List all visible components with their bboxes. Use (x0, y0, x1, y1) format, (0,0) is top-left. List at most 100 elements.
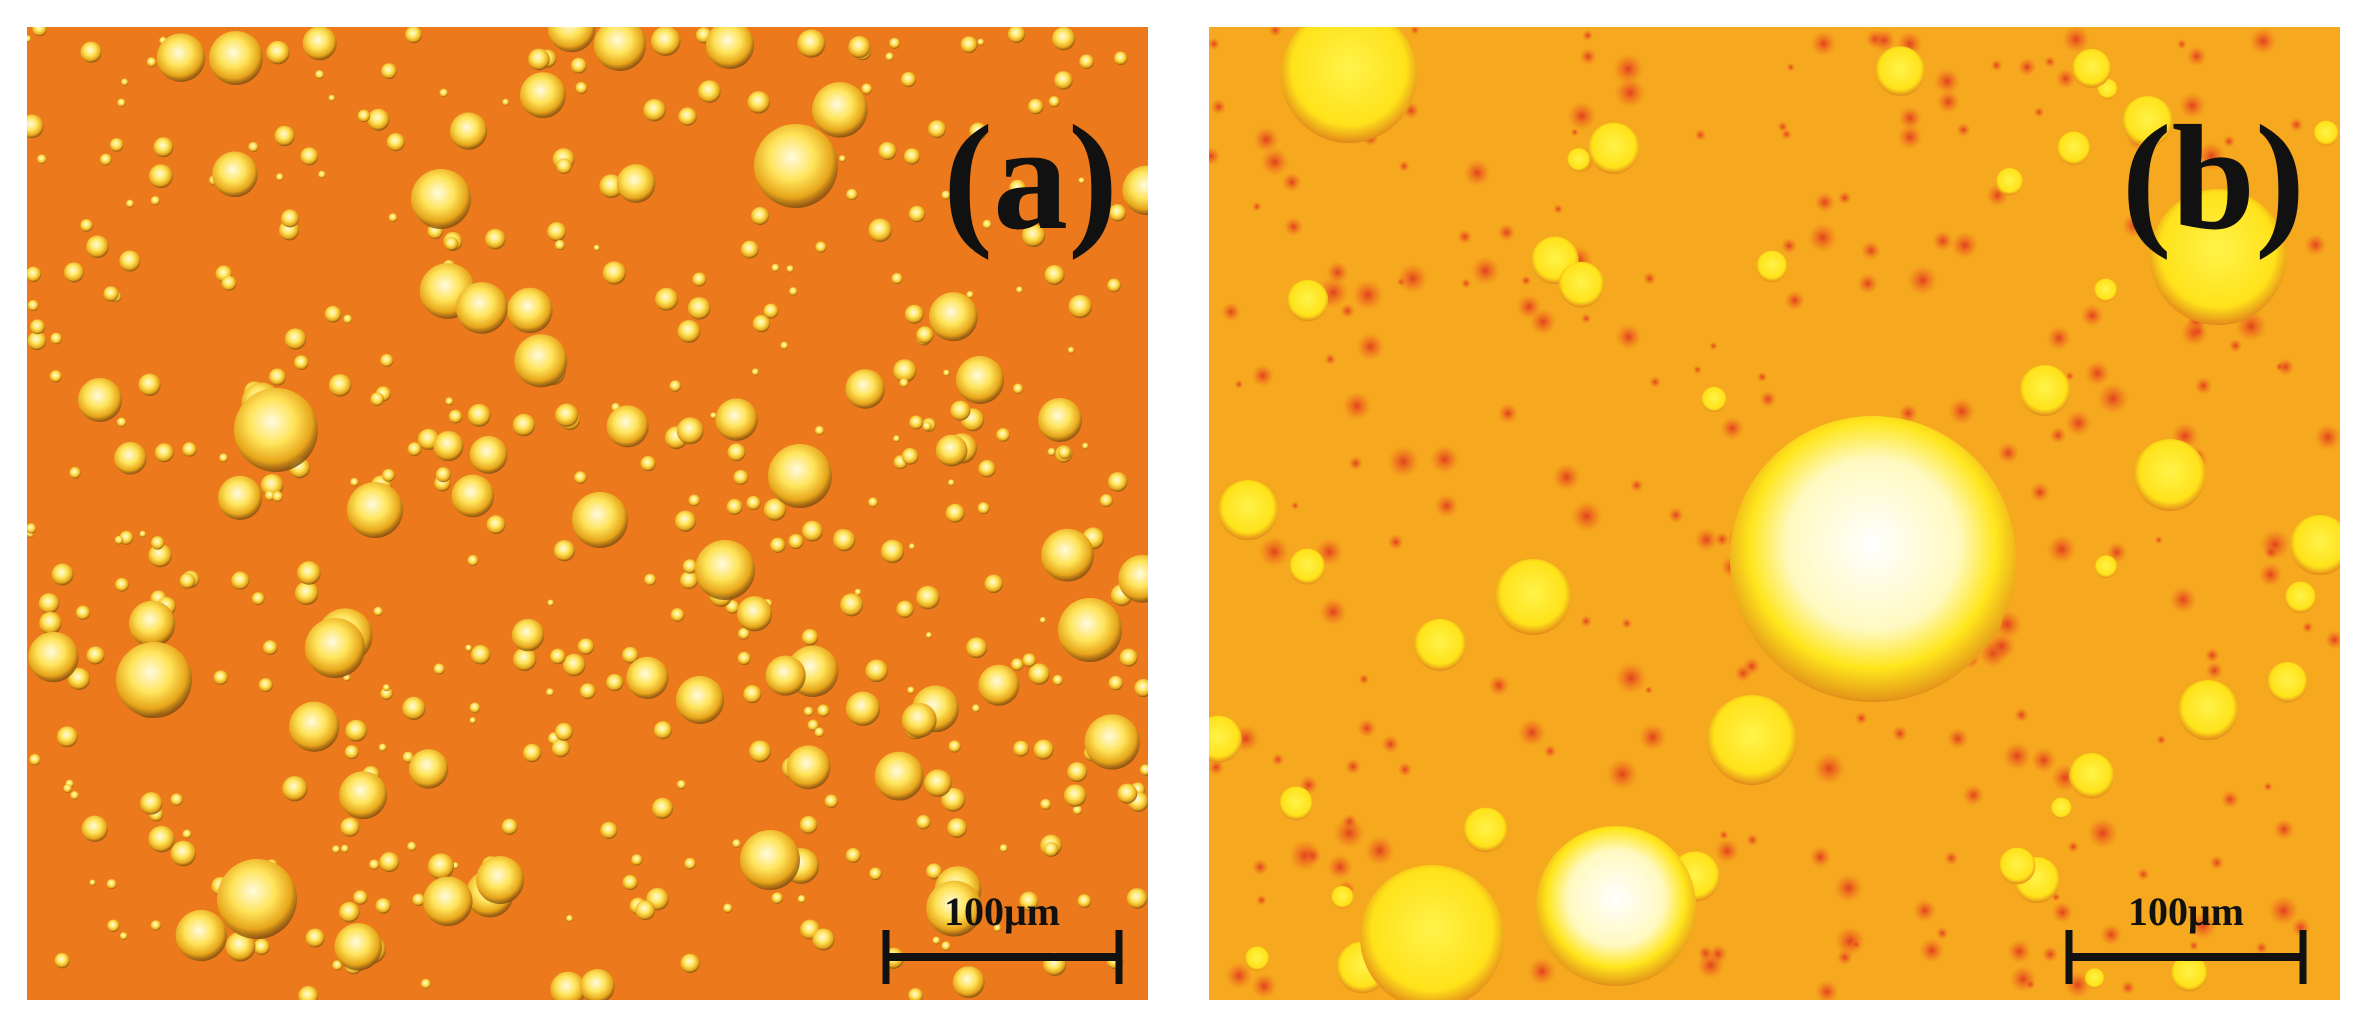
particle (926, 863, 943, 880)
particle (880, 539, 905, 564)
particle (1122, 165, 1148, 216)
particle (1038, 398, 1082, 442)
droplet (2134, 439, 2206, 511)
pit (1943, 850, 1959, 866)
particle (982, 219, 992, 229)
pit (2314, 424, 2340, 451)
pit (1410, 27, 1420, 35)
particle (650, 27, 681, 56)
particle (27, 331, 47, 351)
particle (369, 859, 380, 870)
panel-label: (a) (943, 95, 1118, 261)
particle (170, 840, 197, 867)
particle (388, 213, 398, 222)
particle (373, 606, 383, 616)
pit (1872, 28, 1896, 52)
particle (996, 428, 1010, 442)
pit (2324, 630, 2340, 650)
particle (908, 543, 915, 550)
particle (50, 332, 63, 345)
particle (357, 109, 371, 123)
pit (1271, 753, 1285, 767)
pit (2055, 68, 2076, 89)
particle (116, 642, 192, 718)
particle (885, 52, 894, 61)
particle (1079, 54, 1094, 69)
particle (908, 988, 924, 1000)
particle (221, 275, 237, 291)
pit (2041, 946, 2059, 963)
pit (1898, 403, 1918, 423)
particle (812, 82, 868, 138)
droplet (2056, 131, 2091, 166)
pit (1333, 817, 1365, 849)
droplet (1279, 786, 1313, 821)
pit (1913, 899, 1937, 923)
particle (522, 743, 542, 763)
particle (80, 41, 102, 63)
particle (69, 467, 81, 479)
pit (1434, 493, 1459, 518)
pit (1251, 973, 1278, 999)
particle (932, 936, 941, 945)
particle (334, 923, 382, 971)
droplet (2072, 48, 2112, 88)
particle (225, 931, 256, 962)
pit (2255, 941, 2268, 955)
particle (606, 405, 649, 448)
particle (956, 356, 1004, 404)
particle (789, 287, 798, 296)
particle (1054, 71, 1073, 90)
pit (1837, 191, 1852, 205)
particle (577, 638, 595, 655)
pit (1615, 661, 1648, 694)
pit (1253, 126, 1280, 153)
particle (272, 491, 283, 502)
particle (1022, 653, 1037, 667)
droplet (1756, 250, 1788, 282)
particle (56, 726, 78, 748)
pit (1851, 939, 1861, 949)
particle (467, 555, 479, 566)
droplet (1414, 619, 1466, 671)
particle (670, 608, 685, 622)
particle (562, 653, 586, 677)
particle (955, 180, 966, 190)
particle (555, 722, 573, 741)
particle (109, 138, 124, 152)
particle (999, 844, 1008, 853)
particle (941, 787, 966, 812)
droplet (2313, 120, 2339, 146)
pit (1552, 463, 1581, 492)
particle (854, 588, 862, 596)
particle (367, 108, 390, 131)
particle (669, 380, 682, 392)
pit (1814, 191, 1836, 213)
particle (179, 573, 196, 589)
particle (1107, 278, 1121, 293)
particle (652, 797, 674, 819)
pit (1356, 332, 1385, 361)
pit (1815, 980, 1839, 1000)
particle (941, 190, 951, 200)
particle (315, 70, 325, 79)
pit (1693, 365, 1702, 375)
particle (139, 530, 147, 538)
pit (1612, 53, 1644, 85)
particle (733, 469, 749, 485)
particle (900, 71, 917, 88)
pit (1341, 813, 1358, 830)
particle (318, 170, 326, 179)
particle (925, 632, 932, 639)
particle (580, 969, 615, 1000)
particle (737, 627, 750, 640)
particle (379, 852, 400, 873)
pit (2222, 135, 2236, 148)
particle (948, 479, 955, 486)
particle (551, 739, 570, 758)
particle (423, 876, 473, 927)
droplet (1209, 715, 1242, 763)
particle (439, 88, 449, 98)
pit (1209, 759, 1225, 776)
